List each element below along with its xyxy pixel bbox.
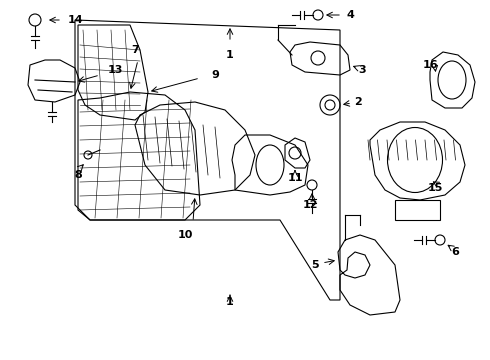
Text: 11: 11	[287, 173, 303, 183]
Text: 9: 9	[211, 70, 219, 80]
Text: 5: 5	[311, 260, 319, 270]
Text: 16: 16	[422, 60, 438, 70]
Text: 1: 1	[226, 50, 234, 60]
Text: 1: 1	[226, 297, 234, 307]
Text: 2: 2	[354, 97, 362, 107]
Text: 8: 8	[74, 170, 82, 180]
Text: 10: 10	[177, 230, 193, 240]
Text: 13: 13	[107, 65, 122, 75]
Text: 7: 7	[131, 45, 139, 55]
Text: 12: 12	[302, 200, 318, 210]
Text: 4: 4	[346, 10, 354, 20]
Text: 6: 6	[451, 247, 459, 257]
Text: 14: 14	[67, 15, 83, 25]
Text: 3: 3	[358, 65, 366, 75]
Text: 15: 15	[427, 183, 442, 193]
